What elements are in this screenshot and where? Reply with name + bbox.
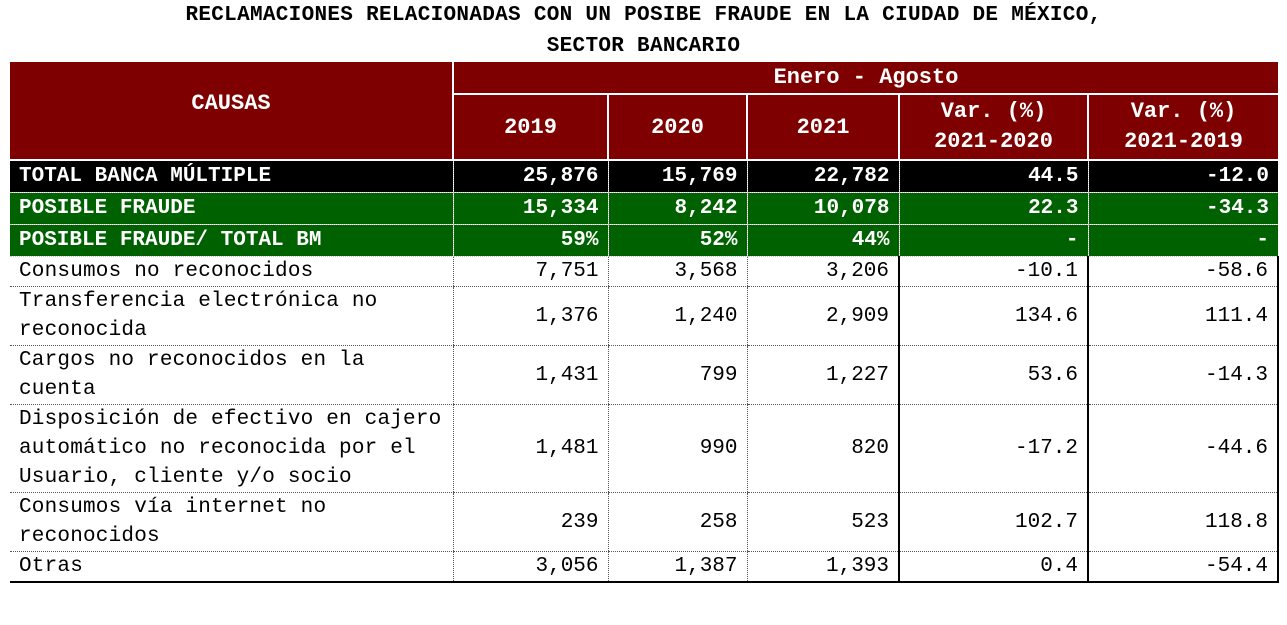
- table-row: Disposición de efectivo en cajero automá…: [10, 404, 1280, 493]
- cell-2021: 3,206: [746, 256, 899, 287]
- row-label: POSIBLE FRAUDE/ TOTAL BM: [10, 224, 453, 257]
- cell-2020: 1,387: [607, 551, 747, 583]
- cell-2021: 820: [746, 404, 899, 493]
- cell-var1: 44.5: [898, 160, 1088, 193]
- cell-2019: 15,334: [452, 192, 608, 225]
- title-line-2: SECTOR BANCARIO: [546, 35, 741, 58]
- row-total-banca-multiple: TOTAL BANCA MÚLTIPLE 25,876 15,769 22,78…: [10, 160, 1279, 193]
- row-label: TOTAL BANCA MÚLTIPLE: [10, 160, 453, 193]
- cell-2019: 239: [452, 492, 608, 552]
- cell-2021: 10,078: [746, 192, 899, 225]
- cell-var1: 0.4: [898, 551, 1088, 583]
- cell-2021: 1,227: [746, 345, 899, 405]
- table-row: Otras 3,056 1,387 1,393 0.4 -54.4: [10, 551, 1280, 583]
- cell-var1: -10.1: [898, 256, 1088, 287]
- page-title: RECLAMACIONES RELACIONADAS CON UN POSIBE…: [0, 0, 1287, 62]
- row-label: Otras: [10, 551, 453, 583]
- cell-2021: 22,782: [746, 160, 899, 193]
- cell-var2: 111.4: [1086, 286, 1280, 346]
- cell-2019: 59%: [452, 224, 608, 257]
- table-row: Cargos no reconocidos en la cuenta 1,431…: [10, 345, 1280, 405]
- cell-var1: -: [898, 224, 1088, 257]
- cell-2019: 1,376: [452, 286, 608, 346]
- table-row: Consumos vía internet no reconocidos 239…: [10, 492, 1280, 552]
- header-2019: 2019: [452, 94, 608, 161]
- cell-2021: 523: [746, 492, 899, 552]
- cell-2019: 1,431: [452, 345, 608, 405]
- cell-var1: 53.6: [898, 345, 1088, 405]
- row-label: POSIBLE FRAUDE: [10, 192, 453, 225]
- row-posible-fraude: POSIBLE FRAUDE 15,334 8,242 10,078 22.3 …: [10, 192, 1279, 225]
- header-var1-line2: 2021-2020: [934, 129, 1053, 154]
- cell-2020: 3,568: [607, 256, 747, 287]
- row-fraude-ratio: POSIBLE FRAUDE/ TOTAL BM 59% 52% 44% - -: [10, 224, 1279, 257]
- header-var-2021-2020: Var. (%) 2021-2020: [898, 94, 1088, 161]
- cell-2019: 3,056: [452, 551, 608, 583]
- header-var2-line2: 2021-2019: [1124, 129, 1243, 154]
- table-row: Transferencia electrónica no reconocida …: [10, 286, 1280, 346]
- cell-var2: -: [1087, 224, 1279, 257]
- header-causas: CAUSAS: [10, 62, 453, 161]
- header-2021: 2021: [746, 94, 899, 161]
- cell-2020: 799: [607, 345, 747, 405]
- row-label: Transferencia electrónica no reconocida: [10, 286, 453, 346]
- table-row: Consumos no reconocidos 7,751 3,568 3,20…: [10, 256, 1280, 287]
- cell-2020: 8,242: [607, 192, 747, 225]
- cell-2019: 25,876: [452, 160, 608, 193]
- row-label: Consumos no reconocidos: [10, 256, 453, 287]
- cell-2020: 990: [607, 404, 747, 493]
- title-line-1: RECLAMACIONES RELACIONADAS CON UN POSIBE…: [185, 4, 1102, 27]
- cell-var1: 134.6: [898, 286, 1088, 346]
- cell-var2: -12.0: [1087, 160, 1279, 193]
- cell-var1: 22.3: [898, 192, 1088, 225]
- row-label: Disposición de efectivo en cajero automá…: [10, 404, 453, 493]
- cell-var2: -44.6: [1086, 404, 1280, 493]
- row-label: Consumos vía internet no reconocidos: [10, 492, 453, 552]
- cell-2020: 258: [607, 492, 747, 552]
- header-var2-line1: Var. (%): [1130, 99, 1237, 124]
- cell-var2: -54.4: [1086, 551, 1280, 583]
- cell-var1: -17.2: [898, 404, 1088, 493]
- cell-2019: 1,481: [452, 404, 608, 493]
- cell-var2: -14.3: [1086, 345, 1280, 405]
- row-label: Cargos no reconocidos en la cuenta: [10, 345, 453, 405]
- cell-var2: -58.6: [1086, 256, 1280, 287]
- header-period: Enero - Agosto: [451, 62, 1279, 95]
- cell-var2: -34.3: [1087, 192, 1279, 225]
- header-var1-line1: Var. (%): [940, 99, 1047, 124]
- header-2020: 2020: [607, 94, 747, 161]
- cell-2021: 44%: [746, 224, 899, 257]
- cell-var1: 102.7: [898, 492, 1088, 552]
- header-var-2021-2019: Var. (%) 2021-2019: [1086, 94, 1279, 161]
- fraud-claims-table: CAUSAS Enero - Agosto 2019 2020 2021 Var…: [10, 62, 1280, 583]
- cell-2020: 15,769: [607, 160, 747, 193]
- cell-2020: 1,240: [607, 286, 747, 346]
- cell-2020: 52%: [607, 224, 747, 257]
- cell-2021: 2,909: [746, 286, 899, 346]
- cell-2021: 1,393: [746, 551, 899, 583]
- cell-var2: 118.8: [1086, 492, 1280, 552]
- cell-2019: 7,751: [452, 256, 608, 287]
